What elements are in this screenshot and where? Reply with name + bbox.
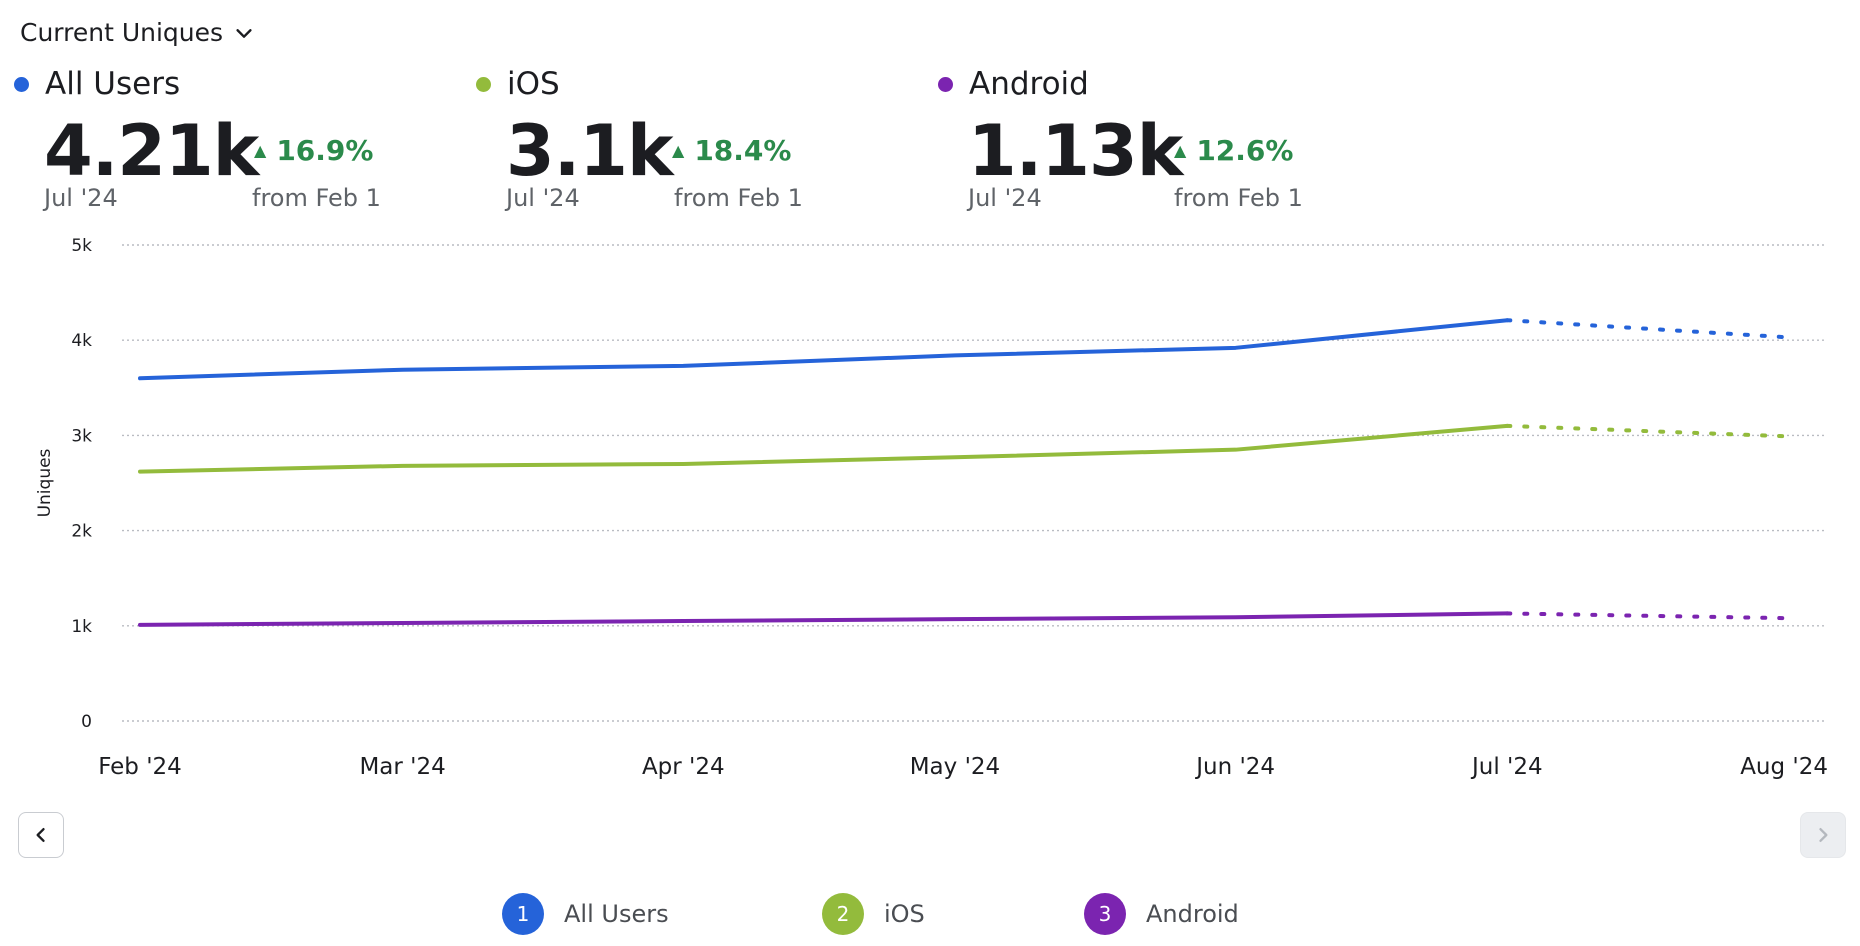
- arrow-up-icon: ▲: [1174, 141, 1187, 160]
- x-tick-label: Jun '24: [1194, 754, 1275, 780]
- x-tick-label: Mar '24: [359, 754, 445, 780]
- y-tick-label: 3k: [71, 426, 92, 446]
- chevron-down-icon: [236, 28, 252, 38]
- series-line-projected: [1505, 318, 1790, 340]
- metric-selector-label: Current Uniques: [20, 18, 224, 47]
- legend-item-all-users[interactable]: 1 All Users: [502, 893, 669, 935]
- kpi-series-name: Android: [969, 66, 1089, 102]
- kpi-series-name: iOS: [507, 66, 560, 102]
- kpi-android: Android 1.13k Jul '24 ▲ 12.6% from Feb 1: [938, 66, 1358, 216]
- y-tick-label: 0: [81, 712, 92, 732]
- previous-page-button[interactable]: [18, 812, 64, 858]
- chevron-left-icon: [36, 828, 45, 842]
- series-color-dot: [14, 76, 29, 92]
- y-tick-label: 1k: [71, 617, 92, 637]
- legend-item-android[interactable]: 3 Android: [1084, 893, 1239, 935]
- kpi-from: from Feb 1: [674, 184, 803, 212]
- kpi-change-value: 16.9%: [276, 134, 374, 167]
- arrow-up-icon: ▲: [254, 141, 267, 160]
- legend-number-badge: 3: [1084, 893, 1126, 935]
- kpi-all-users: All Users 4.21k Jul '24 ▲ 16.9% from Feb…: [14, 66, 434, 216]
- kpi-change: ▲ 16.9%: [254, 134, 373, 167]
- legend-item-ios[interactable]: 2 iOS: [822, 893, 925, 935]
- kpi-value: 4.21k: [44, 110, 259, 192]
- x-tick-label: Jul '24: [1470, 754, 1543, 780]
- kpi-date: Jul '24: [506, 184, 580, 212]
- kpi-date: Jul '24: [968, 184, 1042, 212]
- y-tick-label: 2k: [71, 522, 92, 542]
- arrow-up-icon: ▲: [672, 141, 685, 160]
- kpi-series-name: All Users: [45, 66, 181, 102]
- line-chart: 0 1k 2k 3k 4k 5k Uniques Feb '24 Mar '24 Apr '24 M…: [35, 236, 1828, 780]
- series-line: [138, 318, 1510, 381]
- x-tick-label: Aug '24: [1740, 754, 1828, 780]
- kpi-change: ▲ 12.6%: [1174, 134, 1293, 167]
- legend-number-badge: 1: [502, 893, 544, 935]
- series-color-dot: [476, 76, 491, 92]
- kpi-from: from Feb 1: [1174, 184, 1303, 212]
- chevron-right-icon: [1819, 828, 1828, 842]
- series-line: [138, 611, 1510, 627]
- legend-label: Android: [1146, 900, 1239, 928]
- x-tick-label: Feb '24: [98, 754, 182, 780]
- kpi-ios: iOS 3.1k Jul '24 ▲ 18.4% from Feb 1: [476, 66, 896, 216]
- series-line-projected: [1505, 611, 1790, 621]
- kpi-value: 1.13k: [968, 110, 1183, 192]
- x-tick-label: May '24: [910, 754, 1000, 780]
- series-line: [138, 423, 1510, 474]
- x-tick-label: Apr '24: [642, 754, 725, 780]
- kpi-change-value: 18.4%: [694, 134, 792, 167]
- metric-selector[interactable]: Current Uniques: [20, 18, 255, 47]
- legend-label: iOS: [884, 900, 925, 928]
- kpi-from: from Feb 1: [252, 184, 381, 212]
- legend-label: All Users: [564, 900, 669, 928]
- series-line-projected: [1505, 423, 1790, 439]
- kpi-change-value: 12.6%: [1196, 134, 1294, 167]
- y-tick-label: 4k: [71, 331, 92, 351]
- y-tick-label: 5k: [71, 236, 92, 256]
- y-axis-label: Uniques: [35, 448, 55, 517]
- legend-number-badge: 2: [822, 893, 864, 935]
- series-color-dot: [938, 76, 953, 92]
- kpi-value: 3.1k: [506, 110, 674, 192]
- kpi-change: ▲ 18.4%: [672, 134, 791, 167]
- kpi-date: Jul '24: [44, 184, 118, 212]
- next-page-button[interactable]: [1800, 812, 1846, 858]
